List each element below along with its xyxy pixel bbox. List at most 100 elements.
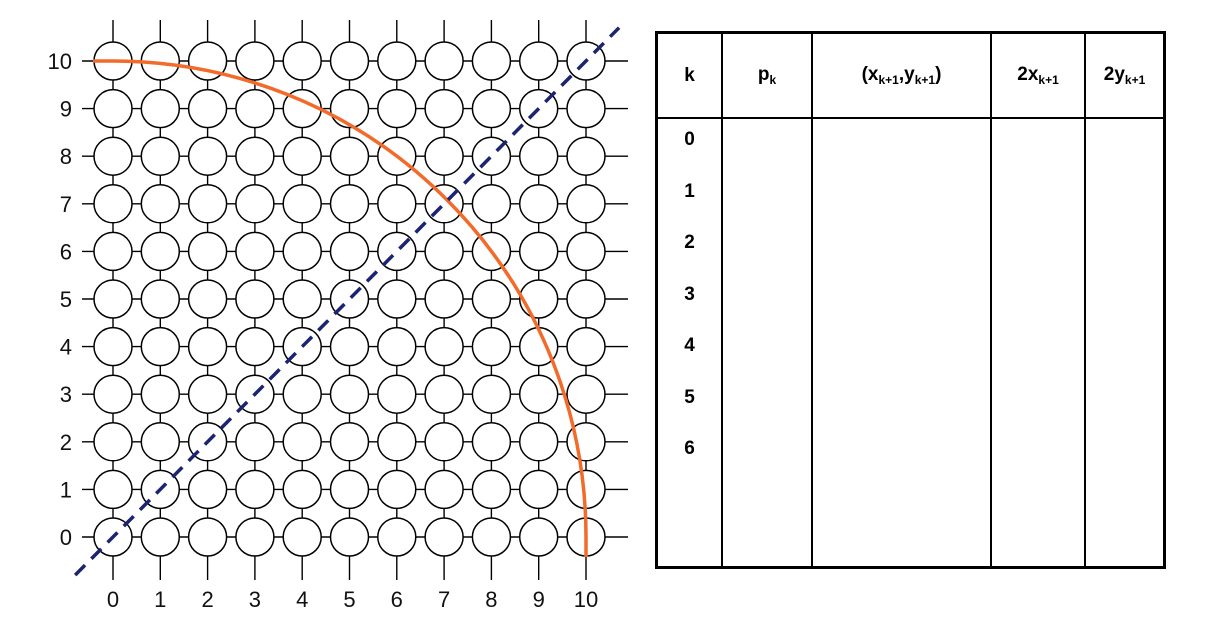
y-tick-label: 2 — [60, 430, 72, 455]
pixel-circle — [377, 88, 417, 129]
midpoint-table-grid: k pk (xk+1,yk+1) 2xk+1 2yk+1 0 1 2 3 4 5 — [658, 34, 1163, 566]
k-column: 0 1 2 3 4 5 6 — [658, 118, 722, 566]
pixel-circle — [329, 422, 370, 462]
pixel-circle — [140, 279, 181, 319]
pixel-circle — [187, 469, 228, 510]
pixel-circle — [187, 517, 228, 557]
pixel-circle — [518, 136, 559, 176]
header-2x: 2xk+1 — [990, 34, 1085, 119]
k-value: 0 — [684, 129, 695, 150]
pixel-circle — [282, 517, 322, 557]
pixel-circle — [518, 184, 559, 224]
pixel-circle — [187, 184, 228, 224]
pixel-circle — [329, 184, 370, 224]
pixel-circle — [471, 184, 512, 224]
pixel-circle — [329, 41, 370, 81]
pixel-circle — [93, 184, 133, 224]
pixel-circle — [424, 136, 464, 176]
pixel-circle — [518, 41, 559, 81]
x-tick-label: 6 — [391, 587, 403, 612]
pixel-circle — [187, 326, 228, 367]
pixel-circle — [282, 469, 322, 510]
k-value: 3 — [684, 283, 695, 305]
pixel-circle — [235, 231, 275, 272]
pixel-circle — [471, 88, 512, 129]
pixel-circle — [235, 326, 275, 367]
pixel-circle — [424, 231, 464, 272]
pixel-circle — [93, 279, 133, 319]
pixel-circle — [140, 374, 181, 414]
pixel-circle — [377, 517, 417, 557]
pixel-circle — [282, 41, 322, 81]
pixel-circle — [93, 326, 133, 367]
pixel-circle — [329, 231, 370, 272]
pixel-circle — [424, 374, 464, 414]
pixel-circle — [424, 279, 464, 319]
pixel-circle — [471, 279, 512, 319]
k-value: 4 — [684, 335, 695, 356]
pixel-circle — [518, 231, 559, 272]
y-tick-label: 6 — [60, 239, 72, 264]
pixel-circle — [329, 88, 370, 129]
header-2y: 2yk+1 — [1084, 34, 1163, 119]
pixel-circle — [93, 422, 133, 462]
x-tick-label: 3 — [249, 587, 261, 612]
pixel-circle — [93, 231, 133, 272]
y-tick-label: 4 — [60, 335, 72, 360]
pixel-circle — [566, 136, 606, 176]
pixel-circle — [187, 136, 228, 176]
pixel-circle — [140, 517, 181, 557]
pixel-circle — [235, 422, 275, 462]
pk-column — [721, 118, 812, 566]
k-value: 2 — [684, 232, 695, 253]
x-tick-label: 5 — [343, 587, 355, 612]
pixel-circle — [187, 374, 228, 414]
y-tick-label: 9 — [60, 97, 72, 122]
pixel-circle — [566, 422, 606, 462]
pixel-circle — [518, 374, 559, 414]
y-tick-label: 10 — [48, 49, 72, 74]
x-tick-label: 1 — [154, 587, 166, 612]
x-tick-label: 8 — [485, 587, 497, 612]
pixel-circle — [566, 279, 606, 319]
pixel-circle — [93, 136, 133, 176]
pixel-circle — [377, 184, 417, 224]
pixel-circle — [566, 326, 606, 367]
pixel-circle — [471, 422, 512, 462]
pixel-circle — [140, 136, 181, 176]
pixel-circle — [566, 88, 606, 129]
pixel-circle — [235, 41, 275, 81]
pixel-circle — [329, 469, 370, 510]
pixel-circle — [235, 136, 275, 176]
k-value: 6 — [684, 438, 695, 459]
k-value: 5 — [684, 386, 695, 408]
header-k: k — [658, 34, 722, 119]
pixel-circle — [377, 326, 417, 367]
pixel-circle — [187, 88, 228, 129]
pixel-circle — [518, 517, 559, 557]
circle-arc — [93, 59, 588, 557]
pixel-circle — [471, 517, 512, 557]
pixel-circle — [566, 231, 606, 272]
next-point-column — [811, 118, 991, 566]
pixel-circle — [424, 422, 464, 462]
pixel-circle — [518, 422, 559, 462]
pixel-circle — [282, 184, 322, 224]
pixel-circle — [282, 374, 322, 414]
pixel-circle — [518, 279, 559, 319]
x-tick-label: 4 — [296, 587, 308, 612]
pixel-circle — [566, 184, 606, 224]
pixel-circle — [93, 88, 133, 129]
y-tick-label: 1 — [60, 477, 72, 502]
pixel-circle — [140, 88, 181, 129]
pixel-circle — [424, 469, 464, 510]
x-tick-label: 10 — [574, 587, 598, 612]
pixel-circle — [282, 279, 322, 319]
pixel-circle — [235, 184, 275, 224]
pixel-circle — [140, 422, 181, 462]
k-value: 1 — [684, 180, 695, 202]
header-next-point: (xk+1,yk+1) — [811, 34, 991, 119]
pixel-circle — [471, 469, 512, 510]
midpoint-table: k pk (xk+1,yk+1) 2xk+1 2yk+1 0 1 2 3 4 5 — [655, 31, 1166, 569]
pixel-circle — [329, 517, 370, 557]
